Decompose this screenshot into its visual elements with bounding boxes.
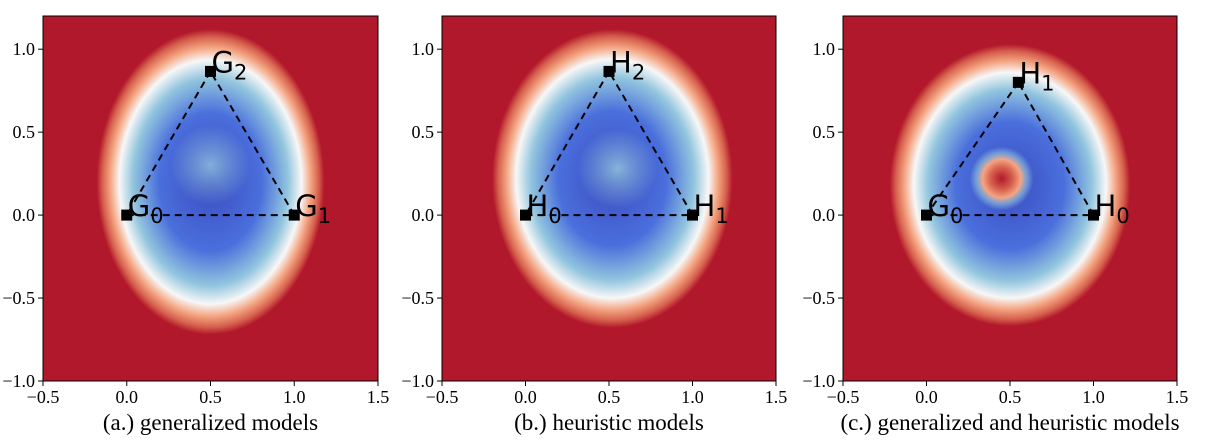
x-tick-label: 0.0 xyxy=(514,387,537,407)
x-tick-label: 0.5 xyxy=(199,387,222,407)
point-marker xyxy=(121,209,133,221)
y-tick-label: −1.0 xyxy=(401,371,434,391)
triangle-edge xyxy=(1017,81,1095,216)
triangle-edge xyxy=(925,81,1020,216)
y-tick-label: −0.5 xyxy=(2,288,35,308)
triangle xyxy=(524,70,694,217)
y-tick-label: 0.0 xyxy=(13,205,36,225)
y-tick-label: 1.0 xyxy=(813,39,836,59)
y-tick-label: −0.5 xyxy=(401,288,434,308)
y-tick-label: 0.0 xyxy=(412,205,435,225)
y-tick-label: −1.0 xyxy=(2,371,35,391)
point-marker xyxy=(687,209,698,221)
triangle-edge xyxy=(125,70,212,216)
heatmap-field xyxy=(843,16,1177,381)
heatmap-inner-spot xyxy=(969,146,1034,211)
point-marker xyxy=(520,209,531,221)
point-marker xyxy=(921,209,932,221)
x-tick-label: 0.0 xyxy=(915,387,938,407)
x-tick-label: 1.0 xyxy=(283,387,306,407)
x-tick-label: 1.5 xyxy=(367,387,390,407)
point-marker xyxy=(288,209,300,221)
x-tick-label: 0.5 xyxy=(999,387,1022,407)
x-tick-label: 1.5 xyxy=(1166,387,1189,407)
x-tick-label: 1.0 xyxy=(1082,387,1105,407)
x-tick-label: −0.5 xyxy=(426,387,459,407)
x-tick-label: 0.5 xyxy=(598,387,621,407)
point-marker xyxy=(205,65,216,77)
point-label: G0 xyxy=(128,189,164,228)
y-tick-label: 0.0 xyxy=(813,205,836,225)
triangle xyxy=(125,70,296,217)
panel-caption: (a.) generalized models xyxy=(103,410,318,435)
x-tick-label: −0.5 xyxy=(27,387,60,407)
y-tick-label: −1.0 xyxy=(802,371,835,391)
x-tick-label: 1.0 xyxy=(681,387,704,407)
x-tick-label: 1.5 xyxy=(765,387,788,407)
y-tick-label: −0.5 xyxy=(802,288,835,308)
y-tick-label: 1.0 xyxy=(13,39,36,59)
triangle-edge xyxy=(608,70,694,216)
y-tick-label: 0.5 xyxy=(813,122,836,142)
y-tick-label: 0.5 xyxy=(412,122,435,142)
y-tick-label: 1.0 xyxy=(412,39,435,59)
triangle xyxy=(925,81,1095,217)
point-marker xyxy=(1088,209,1099,221)
y-tick-label: 0.5 xyxy=(13,122,36,142)
point-marker xyxy=(603,65,615,77)
triangle-edge xyxy=(524,70,610,216)
point-marker xyxy=(1012,76,1024,88)
triangle-edge xyxy=(209,70,296,216)
panel-caption: (b.) heuristic models xyxy=(514,410,704,435)
heatmap-inner-spot xyxy=(170,125,251,206)
panel-caption: (c.) generalized and heuristic models xyxy=(840,410,1179,435)
x-tick-label: −0.5 xyxy=(827,387,860,407)
heatmap-inner-spot xyxy=(577,128,658,209)
x-tick-label: 0.0 xyxy=(116,387,139,407)
